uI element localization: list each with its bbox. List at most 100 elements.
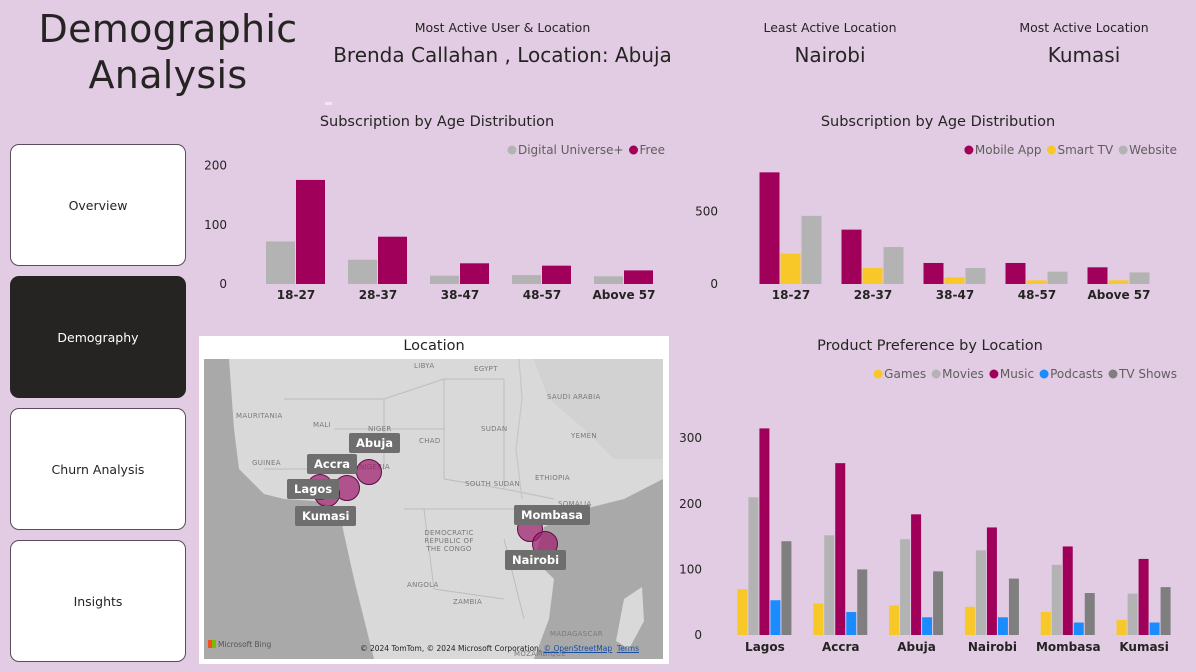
map-label-mombasa[interactable]: Mombasa — [514, 505, 590, 525]
country-label: ZAMBIA — [453, 598, 483, 606]
bar-tv-shows — [933, 571, 944, 635]
bar-free — [460, 263, 489, 284]
x-category-label: Accra — [822, 640, 860, 654]
kpi-label: Least Active Location — [763, 20, 897, 35]
bar-music — [1138, 558, 1149, 635]
country-label: SAUDI ARABIA — [547, 393, 601, 401]
bar-podcasts — [1073, 622, 1084, 635]
bar-mobile-app — [1005, 262, 1026, 284]
bar-tv-shows — [1008, 578, 1019, 635]
country-label: NIGER — [368, 425, 392, 433]
legend-label: Smart TV — [1058, 143, 1114, 157]
bar-mobile-app — [1087, 267, 1108, 284]
country-label: EGYPT — [474, 365, 498, 373]
country-label: LIBYA — [414, 362, 435, 370]
map-attribution-text: © 2024 TomTom, © 2024 Microsoft Corporat… — [360, 644, 544, 653]
bar-music — [1062, 546, 1073, 635]
kpi-value: Kumasi — [1047, 43, 1121, 67]
map-label-lagos[interactable]: Lagos — [287, 479, 340, 499]
map-land-shapes — [229, 359, 663, 659]
bing-provider-text: Microsoft Bing — [218, 640, 272, 649]
bar-movies — [975, 550, 986, 635]
bar-movies — [1051, 564, 1062, 635]
bar-free — [542, 265, 571, 284]
bar-music — [986, 527, 997, 635]
bar-games — [889, 605, 900, 635]
location-map-card: Location LIBYA EGYPT SAUDI ARABIA MAURIT… — [199, 336, 669, 664]
legend-swatch — [873, 369, 883, 379]
bar-free — [624, 270, 653, 284]
legend-label: TV Shows — [1118, 367, 1177, 381]
page-title-line2: Analysis — [88, 53, 248, 97]
x-category-label: 48-57 — [523, 288, 561, 302]
nav-button-overview[interactable]: Overview — [10, 144, 186, 266]
bar-website — [1129, 272, 1150, 284]
visual-handle[interactable] — [325, 102, 332, 105]
legend-label: Movies — [942, 367, 984, 381]
x-category-label: Kumasi — [1119, 640, 1169, 654]
bar-tv-shows — [1084, 593, 1095, 635]
bar-digital-universe- — [594, 276, 623, 284]
kpi-least-active-location: Least Active Location Nairobi — [745, 20, 915, 67]
bar-mobile-app — [841, 229, 862, 284]
land-madagascar — [616, 587, 644, 649]
bar-tv-shows — [1160, 587, 1171, 635]
subscription-by-age-chart-device[interactable]: Subscription by Age Distribution Website S… — [680, 108, 1190, 308]
bar-mobile-app — [759, 172, 780, 284]
map-label-kumasi[interactable]: Kumasi — [295, 506, 357, 526]
kpi-value: Nairobi — [794, 43, 866, 67]
kpi-label: Most Active User & Location — [414, 20, 591, 35]
map-bubble-abuja[interactable] — [356, 459, 382, 485]
bar-movies — [900, 539, 911, 635]
nav-button-insights[interactable]: Insights — [10, 540, 186, 662]
x-category-label: 28-37 — [854, 288, 892, 302]
country-label: YEMEN — [571, 432, 597, 440]
nav-button-label: Demography — [57, 329, 139, 345]
bar-music — [759, 428, 770, 635]
legend-label: Music — [1000, 367, 1034, 381]
subscription-by-age-chart-plan[interactable]: Subscription by Age Distribution Free Digi… — [195, 108, 675, 308]
legend-label: Mobile App — [975, 143, 1042, 157]
bar-games — [964, 606, 975, 635]
bar-podcasts — [846, 612, 857, 635]
bar-digital-universe- — [512, 275, 541, 284]
nav-button-demography[interactable]: Demography — [10, 276, 186, 398]
bar-digital-universe- — [266, 241, 295, 284]
y-tick-label: 0 — [694, 628, 702, 642]
legend-label: Website — [1129, 143, 1177, 157]
legend-label: Podcasts — [1050, 367, 1103, 381]
bar-movies — [748, 497, 759, 635]
country-label: SOMALIA — [558, 500, 592, 508]
legend-swatch — [1118, 145, 1128, 155]
y-tick-label: 200 — [204, 159, 227, 173]
map-label-abuja[interactable]: Abuja — [349, 433, 401, 453]
kpi-most-active-user: Most Active User & Location Brenda Calla… — [330, 20, 675, 67]
nav-button-churn-analysis[interactable]: Churn Analysis — [10, 408, 186, 530]
bar-free — [378, 236, 407, 284]
location-map[interactable]: LIBYA EGYPT SAUDI ARABIA MAURITANIA MALI… — [204, 359, 663, 659]
legend-swatch — [1108, 369, 1118, 379]
osm-link[interactable]: © OpenStreetMap — [543, 644, 613, 653]
bar-games — [1040, 612, 1051, 635]
chart-title: Product Preference by Location — [817, 338, 1043, 354]
chart-title: Subscription by Age Distribution — [821, 114, 1055, 130]
nav-button-label: Overview — [68, 197, 128, 213]
y-tick-label: 200 — [679, 497, 702, 511]
land-arabia — [534, 359, 663, 459]
bing-logo: Microsoft Bing — [208, 640, 271, 649]
map-label-nairobi[interactable]: Nairobi — [505, 550, 567, 570]
terms-link[interactable]: Terms — [616, 644, 639, 653]
country-label: MOZAMBIQUE — [514, 650, 567, 658]
map-label-accra[interactable]: Accra — [307, 454, 357, 474]
x-category-label: Abuja — [897, 640, 936, 654]
country-label: MALI — [313, 421, 331, 429]
product-preference-by-location-chart[interactable]: Product Preference by Location TV Shows Po… — [672, 332, 1190, 662]
bar-website — [883, 247, 904, 284]
bar-music — [835, 463, 846, 635]
legend-swatch — [964, 145, 974, 155]
nav-button-label: Insights — [73, 593, 123, 609]
country-label: ANGOLA — [407, 581, 439, 589]
legend-label: Digital Universe+ — [518, 143, 624, 157]
bar-movies — [824, 535, 835, 635]
river-nile — [515, 359, 523, 500]
